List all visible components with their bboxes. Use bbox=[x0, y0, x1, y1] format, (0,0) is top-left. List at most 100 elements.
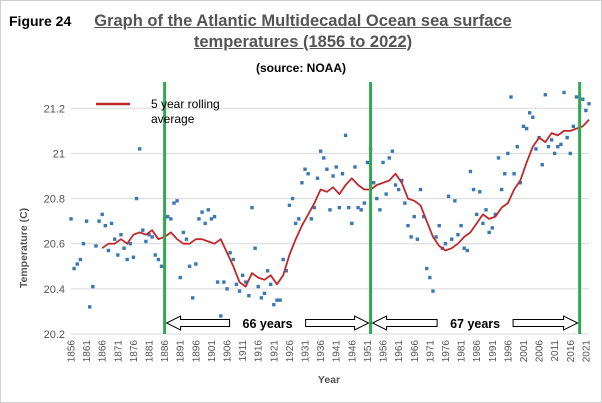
data-point bbox=[412, 214, 416, 219]
span-label: 67 years bbox=[450, 317, 500, 331]
x-tick-label: 1926 bbox=[285, 340, 296, 363]
data-point bbox=[528, 111, 532, 115]
data-point bbox=[499, 187, 504, 192]
data-point bbox=[540, 163, 544, 167]
data-point bbox=[262, 291, 267, 296]
data-point bbox=[281, 257, 285, 262]
x-tick-label: 1881 bbox=[145, 340, 156, 363]
data-point bbox=[290, 196, 295, 201]
data-point bbox=[356, 205, 360, 210]
x-tick-label: 1991 bbox=[488, 340, 499, 363]
data-point bbox=[234, 282, 239, 287]
x-tick-label: 1901 bbox=[207, 340, 218, 363]
data-point bbox=[109, 221, 114, 226]
x-tick-label: 1871 bbox=[113, 340, 124, 363]
data-point bbox=[272, 302, 276, 307]
data-point bbox=[303, 167, 307, 171]
data-point bbox=[166, 214, 170, 219]
x-tick-label: 1876 bbox=[129, 340, 140, 363]
data-point bbox=[256, 284, 260, 289]
data-point bbox=[215, 280, 220, 284]
data-point bbox=[103, 223, 108, 228]
data-point bbox=[534, 147, 538, 151]
data-point bbox=[446, 194, 451, 199]
data-point bbox=[287, 203, 292, 208]
data-point bbox=[284, 269, 289, 273]
chart-title-line1: Graph of the Atlantic Multidecadal Ocean… bbox=[94, 12, 512, 30]
x-tick-label: 1896 bbox=[191, 340, 202, 363]
data-point bbox=[340, 172, 345, 176]
data-point bbox=[144, 239, 148, 244]
data-point bbox=[425, 266, 429, 271]
x-tick-label: 1946 bbox=[347, 340, 358, 363]
x-tick-label: 1966 bbox=[410, 340, 421, 363]
x-tick-label: 1856 bbox=[67, 340, 78, 363]
x-tick-label: 1916 bbox=[254, 340, 265, 363]
data-point bbox=[122, 246, 126, 250]
data-point bbox=[584, 108, 588, 113]
data-point bbox=[334, 165, 338, 169]
data-point bbox=[390, 149, 395, 153]
x-tick-label: 1866 bbox=[98, 340, 109, 363]
y-tick-label: 20.4 bbox=[44, 284, 65, 296]
data-point bbox=[278, 298, 282, 302]
data-point bbox=[387, 156, 391, 160]
data-point bbox=[206, 208, 211, 212]
data-point bbox=[378, 208, 382, 212]
data-point bbox=[134, 196, 139, 201]
data-point bbox=[403, 201, 407, 205]
legend-label-line1: 5 year rolling bbox=[151, 97, 220, 111]
span-arrow bbox=[371, 315, 438, 331]
data-point bbox=[518, 181, 523, 185]
grid-lines bbox=[71, 107, 589, 335]
y-tick-labels: 20.2 20.4 20.6 20.8 21 21.2 bbox=[44, 103, 65, 341]
data-point bbox=[194, 262, 198, 266]
data-point bbox=[337, 205, 342, 210]
data-point bbox=[515, 144, 519, 149]
data-point bbox=[147, 232, 151, 237]
data-point bbox=[293, 221, 298, 226]
data-point bbox=[318, 149, 323, 153]
data-point bbox=[456, 232, 460, 237]
x-tick-label: 1996 bbox=[503, 340, 514, 363]
legend-label-line2: average bbox=[151, 112, 195, 126]
data-point bbox=[306, 172, 310, 176]
data-point bbox=[184, 237, 189, 241]
data-point bbox=[556, 144, 560, 149]
data-point bbox=[353, 165, 357, 169]
data-point bbox=[512, 172, 516, 176]
legend: 5 year rolling average bbox=[96, 97, 220, 126]
x-tick-label: 1941 bbox=[332, 340, 343, 363]
x-tick-label: 1936 bbox=[316, 340, 327, 363]
data-point bbox=[484, 208, 488, 212]
data-point bbox=[141, 228, 145, 232]
data-point bbox=[169, 217, 173, 221]
x-tick-label: 1981 bbox=[457, 340, 468, 363]
data-point bbox=[300, 181, 304, 185]
data-point bbox=[474, 212, 479, 217]
data-point bbox=[94, 244, 98, 248]
x-tick-label: 1931 bbox=[301, 340, 312, 363]
data-point bbox=[496, 156, 501, 160]
x-tick-label: 2011 bbox=[550, 340, 561, 362]
data-point bbox=[187, 264, 192, 268]
data-point bbox=[581, 97, 585, 101]
x-tick-label: 2021 bbox=[581, 340, 592, 363]
data-point bbox=[72, 266, 76, 271]
data-point bbox=[571, 124, 576, 129]
data-point bbox=[172, 201, 176, 205]
data-point bbox=[247, 293, 251, 298]
data-point bbox=[190, 296, 195, 300]
annual-points bbox=[69, 90, 591, 318]
data-point bbox=[112, 237, 117, 241]
data-point bbox=[222, 280, 226, 284]
data-point bbox=[128, 242, 132, 246]
y-tick-label: 21 bbox=[53, 148, 65, 160]
data-point bbox=[462, 246, 466, 250]
data-point bbox=[209, 217, 214, 221]
span-label: 66 years bbox=[243, 317, 293, 331]
data-point bbox=[409, 235, 413, 239]
data-point bbox=[421, 214, 426, 219]
data-point bbox=[212, 214, 217, 219]
